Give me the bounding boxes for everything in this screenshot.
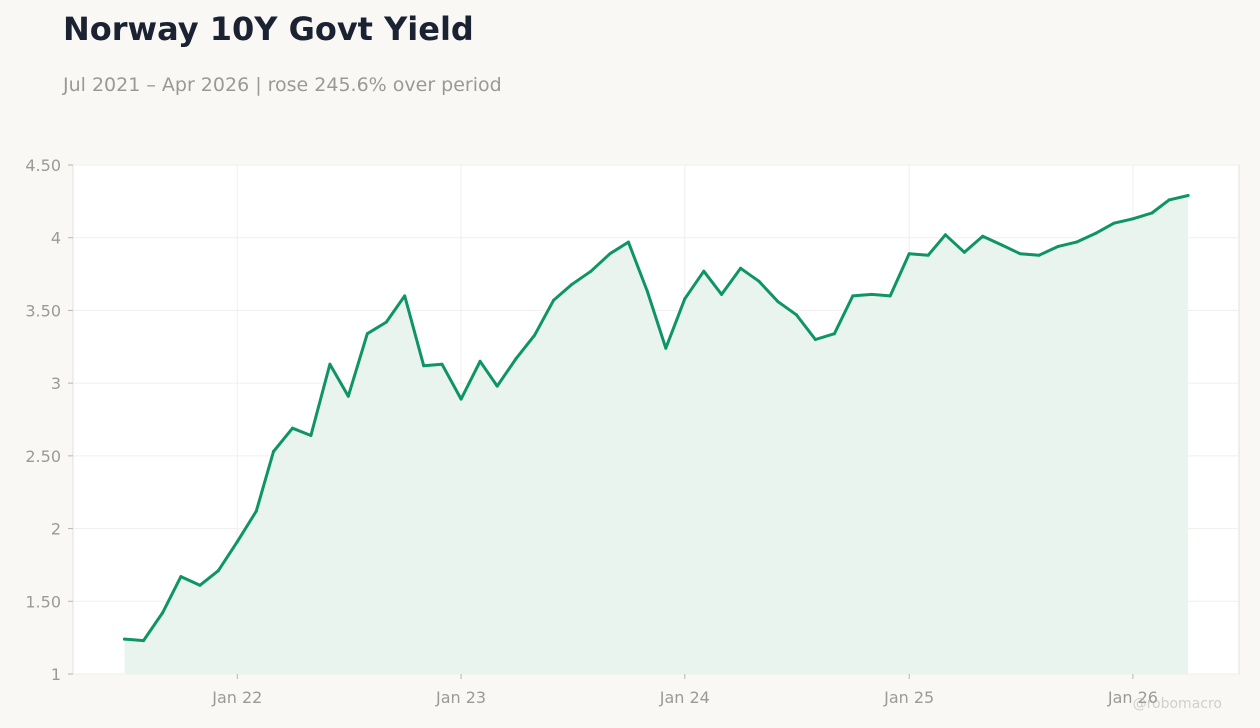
data-point: [235, 540, 239, 544]
data-point: [626, 240, 630, 244]
watermark: @robomacro: [1132, 696, 1222, 712]
y-tick-label: 1.50: [25, 592, 61, 611]
x-tick-label: Jan 23: [435, 688, 486, 707]
y-tick-label: 2: [51, 520, 61, 539]
data-point: [1094, 231, 1097, 235]
data-point: [179, 575, 183, 579]
data-point: [813, 338, 817, 341]
y-tick-label: 3.50: [25, 301, 61, 320]
data-point: [926, 253, 930, 257]
chart-subtitle: Jul 2021 – Apr 2026 | rose 245.6% over p…: [63, 74, 502, 96]
data-point: [683, 297, 687, 301]
data-point: [216, 569, 220, 573]
data-point: [1075, 240, 1078, 244]
data-point: [123, 637, 126, 641]
y-tick-label: 4: [51, 229, 61, 248]
data-point: [1037, 253, 1041, 257]
yield-line: [123, 194, 1190, 643]
data-point: [346, 394, 350, 398]
data-point: [291, 426, 294, 430]
data-point: [478, 359, 482, 363]
data-point: [794, 313, 798, 317]
data-point: [870, 292, 874, 296]
data-point: [981, 234, 985, 238]
x-tick-label: Jan 25: [883, 688, 934, 707]
data-point: [552, 298, 556, 302]
data-point: [422, 364, 426, 368]
data-point: [384, 320, 388, 324]
y-tick-label: 1: [51, 665, 61, 684]
data-point: [776, 300, 780, 304]
data-point: [1167, 198, 1171, 202]
data-point: [254, 509, 258, 513]
data-point: [1150, 211, 1154, 215]
data-point: [589, 269, 593, 273]
data-point: [198, 583, 202, 587]
data-point: [1186, 194, 1190, 197]
data-point: [757, 279, 761, 283]
data-point: [514, 356, 518, 360]
data-point: [533, 333, 537, 337]
data-point: [720, 292, 724, 296]
data-point: [328, 362, 332, 366]
data-point: [161, 611, 164, 615]
data-point: [943, 233, 947, 237]
data-point: [403, 294, 407, 298]
data-point: [832, 332, 836, 336]
data-point: [962, 250, 966, 254]
data-point: [1056, 244, 1060, 248]
data-point: [608, 252, 612, 256]
data-point: [702, 269, 706, 273]
data-point: [570, 282, 574, 286]
data-point: [495, 384, 499, 388]
data-point: [272, 450, 275, 453]
data-point: [907, 252, 911, 256]
data-point: [739, 266, 743, 270]
data-point: [142, 639, 145, 643]
data-point: [459, 397, 463, 401]
data-point: [440, 362, 444, 366]
data-point: [1018, 252, 1022, 256]
data-point: [851, 294, 855, 298]
y-tick-label: 4.50: [25, 156, 61, 175]
y-tick-label: 2.50: [25, 447, 61, 466]
x-tick-label: Jan 22: [211, 688, 262, 707]
x-tick-label: Jan 24: [659, 688, 710, 707]
data-point: [1112, 221, 1116, 225]
data-point: [664, 346, 668, 350]
data-point: [309, 434, 313, 437]
data-point: [1000, 243, 1004, 247]
data-point: [1131, 217, 1135, 221]
x-tick-label: Jan 26: [1107, 688, 1158, 707]
data-point: [365, 332, 369, 336]
data-point: [645, 290, 649, 293]
data-point: [888, 294, 892, 298]
chart-title: Norway 10Y Govt Yield: [63, 10, 474, 48]
area-fill: [124, 195, 1189, 674]
y-tick-label: 3: [51, 374, 61, 393]
